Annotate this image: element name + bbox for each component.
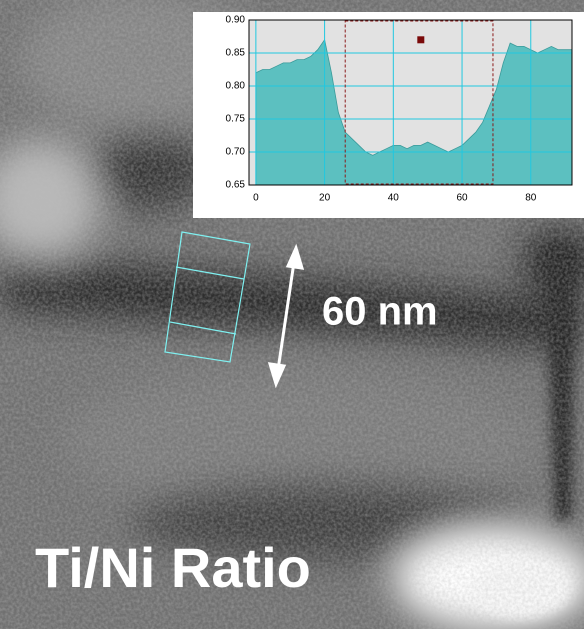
- y-tick-label: 0.85: [226, 48, 246, 59]
- x-tick-label: 80: [525, 193, 537, 204]
- image-label: Ti/Ni Ratio: [35, 536, 311, 599]
- inset-chart: 0.65 0.70 0.75 0.80 0.85 0.90 0 20 40 60 80: [226, 15, 572, 204]
- scale-label: 60 nm: [322, 290, 438, 334]
- y-tick-label: 0.70: [226, 147, 246, 158]
- x-tick-label: 40: [388, 193, 400, 204]
- marker: [417, 36, 424, 43]
- y-tick-label: 0.75: [226, 114, 246, 125]
- y-tick-label: 0.65: [226, 180, 246, 191]
- x-tick-label: 20: [319, 193, 331, 204]
- x-tick-label: 60: [456, 193, 468, 204]
- y-tick-label: 0.80: [226, 81, 246, 92]
- page: {"chart_data": {"type": "area", "x": [0,…: [0, 0, 584, 629]
- x-tick-label: 0: [253, 193, 259, 204]
- tem-image: 60 nm Ti/Ni Ratio 0.650.700.750.800.850.…: [0, 0, 584, 629]
- y-tick-label: 0.90: [226, 15, 246, 26]
